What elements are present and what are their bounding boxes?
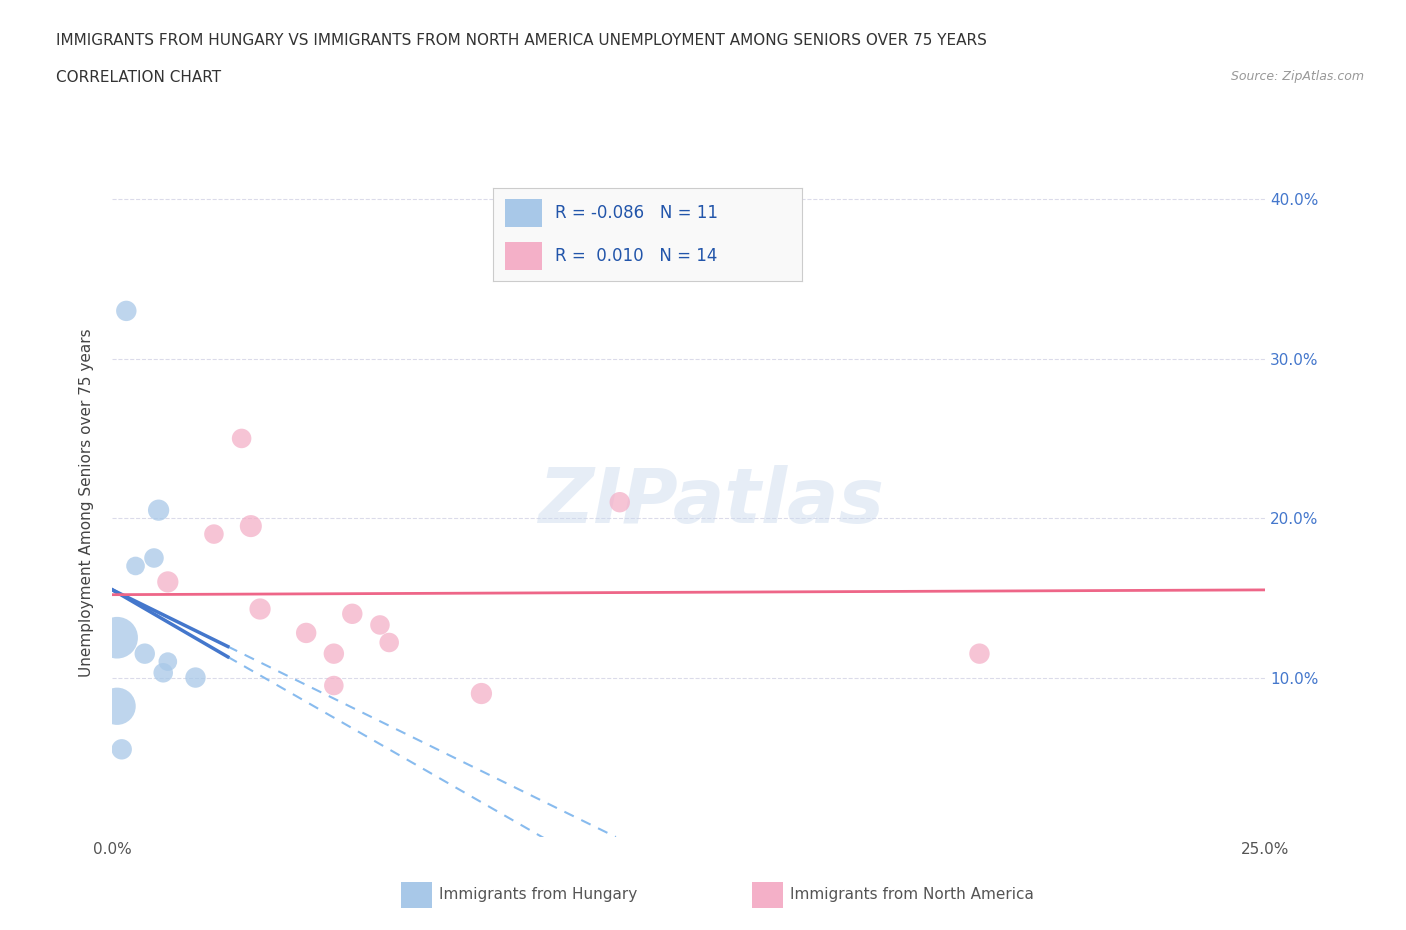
Bar: [505, 199, 543, 227]
Text: R = -0.086   N = 11: R = -0.086 N = 11: [555, 205, 718, 222]
Point: [322, 646, 344, 661]
Point: [368, 618, 391, 632]
Text: ZIPatlas: ZIPatlas: [538, 465, 884, 539]
Text: Immigrants from Hungary: Immigrants from Hungary: [439, 887, 637, 902]
Point: [609, 495, 631, 510]
Y-axis label: Unemployment Among Seniors over 75 years: Unemployment Among Seniors over 75 years: [79, 328, 94, 676]
Point: [202, 526, 225, 541]
Point: [134, 646, 156, 661]
Point: [148, 503, 170, 518]
Point: [156, 654, 179, 669]
Point: [378, 635, 401, 650]
Text: CORRELATION CHART: CORRELATION CHART: [56, 70, 221, 85]
Text: R =  0.010   N = 14: R = 0.010 N = 14: [555, 247, 717, 265]
Point: [105, 698, 128, 713]
Point: [342, 606, 364, 621]
Text: Source: ZipAtlas.com: Source: ZipAtlas.com: [1230, 70, 1364, 83]
Point: [156, 575, 179, 590]
Point: [152, 665, 174, 680]
Point: [143, 551, 166, 565]
Point: [295, 626, 318, 641]
Point: [239, 519, 262, 534]
Point: [231, 431, 253, 445]
Point: [470, 686, 492, 701]
Point: [322, 678, 344, 693]
Point: [105, 631, 128, 645]
Point: [124, 559, 146, 574]
Point: [184, 671, 207, 685]
Text: IMMIGRANTS FROM HUNGARY VS IMMIGRANTS FROM NORTH AMERICA UNEMPLOYMENT AMONG SENI: IMMIGRANTS FROM HUNGARY VS IMMIGRANTS FR…: [56, 33, 987, 47]
Point: [115, 303, 138, 318]
Point: [969, 646, 991, 661]
Point: [111, 742, 134, 757]
Bar: [505, 242, 543, 270]
Point: [249, 602, 271, 617]
Text: Immigrants from North America: Immigrants from North America: [790, 887, 1033, 902]
